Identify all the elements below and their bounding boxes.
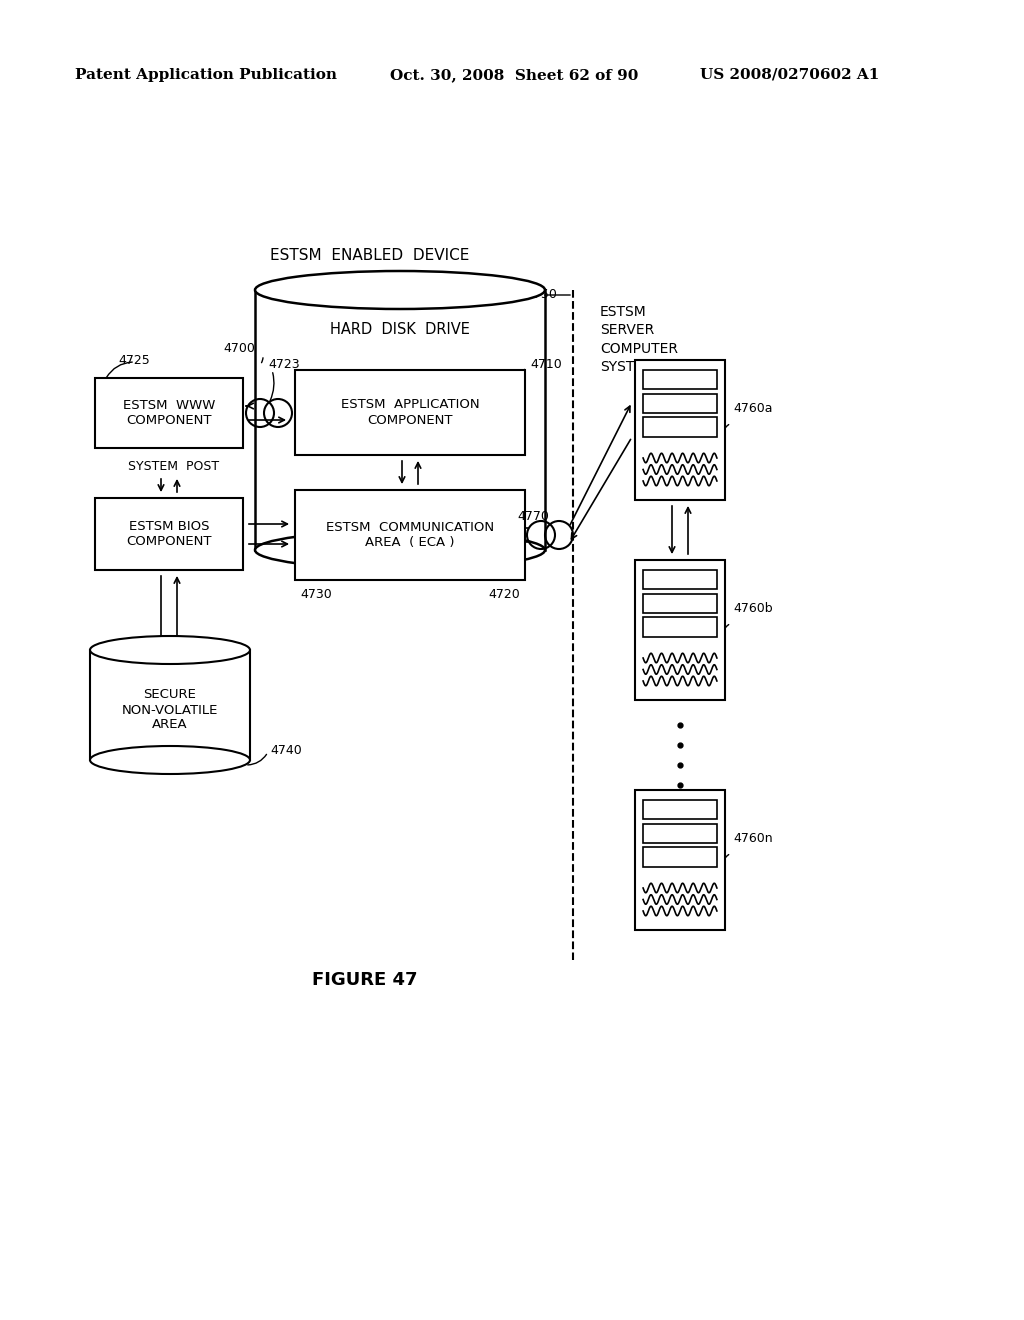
FancyBboxPatch shape xyxy=(643,393,717,413)
Text: 4710: 4710 xyxy=(530,359,562,371)
Polygon shape xyxy=(255,290,545,550)
Ellipse shape xyxy=(90,636,250,664)
FancyBboxPatch shape xyxy=(643,370,717,389)
Ellipse shape xyxy=(255,531,545,569)
FancyBboxPatch shape xyxy=(643,618,717,636)
Text: ESTSM  ENABLED  DEVICE: ESTSM ENABLED DEVICE xyxy=(270,248,470,263)
Text: SYSTEM  POST: SYSTEM POST xyxy=(128,459,219,473)
Text: 4725: 4725 xyxy=(118,354,150,367)
Text: HARD  DISK  DRIVE: HARD DISK DRIVE xyxy=(330,322,470,338)
Text: 4760n: 4760n xyxy=(733,833,773,846)
Text: ESTSM  WWW
COMPONENT: ESTSM WWW COMPONENT xyxy=(123,399,215,426)
Text: 4700: 4700 xyxy=(223,342,255,355)
FancyBboxPatch shape xyxy=(643,824,717,843)
Text: 4770: 4770 xyxy=(517,511,549,524)
Text: 4740: 4740 xyxy=(270,743,302,756)
Polygon shape xyxy=(90,649,250,760)
Text: 4730: 4730 xyxy=(300,587,332,601)
Text: 4723: 4723 xyxy=(268,359,300,371)
Text: 4760a: 4760a xyxy=(733,403,772,416)
FancyBboxPatch shape xyxy=(643,800,717,820)
Text: 4760b: 4760b xyxy=(733,602,773,615)
FancyBboxPatch shape xyxy=(295,370,525,455)
FancyBboxPatch shape xyxy=(643,417,717,437)
Text: FIGURE 47: FIGURE 47 xyxy=(312,972,418,989)
Text: Patent Application Publication: Patent Application Publication xyxy=(75,69,337,82)
Ellipse shape xyxy=(255,271,545,309)
FancyBboxPatch shape xyxy=(635,560,725,700)
Text: US 2008/0270602 A1: US 2008/0270602 A1 xyxy=(700,69,880,82)
Text: 4720: 4720 xyxy=(488,587,520,601)
Text: ESTSM  APPLICATION
COMPONENT: ESTSM APPLICATION COMPONENT xyxy=(341,399,479,426)
FancyBboxPatch shape xyxy=(643,847,717,867)
Text: SECURE
NON-VOLATILE
AREA: SECURE NON-VOLATILE AREA xyxy=(122,689,218,731)
FancyBboxPatch shape xyxy=(635,789,725,931)
FancyBboxPatch shape xyxy=(95,498,243,570)
Text: ESTSM
SERVER
COMPUTER
SYSTEM: ESTSM SERVER COMPUTER SYSTEM xyxy=(600,305,678,374)
FancyBboxPatch shape xyxy=(643,570,717,590)
Ellipse shape xyxy=(90,746,250,774)
Text: 4750: 4750 xyxy=(525,289,557,301)
Text: Oct. 30, 2008  Sheet 62 of 90: Oct. 30, 2008 Sheet 62 of 90 xyxy=(390,69,638,82)
FancyBboxPatch shape xyxy=(95,378,243,447)
FancyBboxPatch shape xyxy=(643,594,717,612)
FancyBboxPatch shape xyxy=(635,360,725,500)
FancyBboxPatch shape xyxy=(295,490,525,579)
Text: ESTSM  COMMUNICATION
AREA  ( ECA ): ESTSM COMMUNICATION AREA ( ECA ) xyxy=(326,521,494,549)
Text: ESTSM BIOS
COMPONENT: ESTSM BIOS COMPONENT xyxy=(126,520,212,548)
